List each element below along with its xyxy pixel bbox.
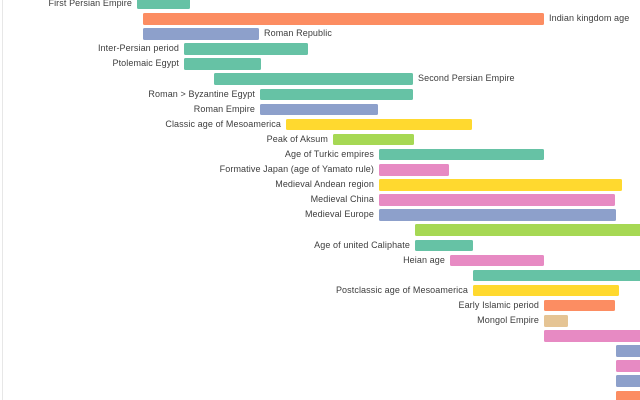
timeline-bar-label: Early Islamic period bbox=[458, 299, 539, 310]
timeline-bar[interactable] bbox=[415, 224, 640, 236]
timeline-bar-label: Second Persian Empire bbox=[418, 73, 515, 84]
timeline-bar[interactable] bbox=[286, 118, 472, 131]
timeline-bar-label: Age of Turkic empires bbox=[284, 148, 374, 159]
timeline-bar[interactable] bbox=[379, 148, 544, 161]
timeline-bar[interactable] bbox=[214, 73, 413, 85]
timeline-bar[interactable] bbox=[616, 375, 640, 387]
timeline-bar[interactable] bbox=[473, 284, 619, 297]
timeline-bar[interactable] bbox=[450, 254, 544, 267]
timeline-bar-label: Classic age of Mesoamerica bbox=[165, 118, 281, 129]
timeline-bar-label: Indian kingdom age bbox=[549, 13, 630, 23]
timeline-bar[interactable] bbox=[379, 164, 449, 176]
timeline-bar[interactable] bbox=[616, 390, 640, 400]
timeline-bar[interactable] bbox=[616, 360, 640, 372]
timeline-bar-label: Roman Republic bbox=[264, 28, 332, 39]
timeline-bar-label: Formative Japan (age of Yamato rule) bbox=[219, 164, 374, 174]
timeline-bar-label: Roman Empire bbox=[193, 103, 255, 114]
timeline-bar[interactable] bbox=[544, 299, 615, 312]
timeline-bar[interactable] bbox=[137, 0, 190, 10]
timeline-bar[interactable] bbox=[473, 269, 640, 282]
timeline-bar[interactable] bbox=[143, 13, 544, 25]
timeline-bar[interactable] bbox=[184, 43, 308, 55]
timeline-bar[interactable] bbox=[544, 315, 568, 327]
timeline-bar-label: Medieval Europe bbox=[304, 209, 374, 220]
timeline-bar-label: Medieval China bbox=[310, 194, 374, 205]
timeline-bar-label: Age of united Caliphate bbox=[314, 239, 410, 250]
timeline-bar[interactable] bbox=[544, 330, 640, 342]
timeline-bar-label: First Persian Empire bbox=[48, 0, 132, 8]
timeline-bar[interactable] bbox=[260, 88, 413, 100]
timeline-bar-label: Heian age bbox=[403, 254, 445, 265]
timeline-bar[interactable] bbox=[616, 345, 640, 357]
timeline-bar[interactable] bbox=[415, 239, 473, 251]
timeline-bar-label: Inter-Persian period bbox=[97, 43, 179, 54]
timeline-bar-label: Peak of Aksum bbox=[266, 133, 328, 144]
timeline-bar-label: Ptolemaic Egypt bbox=[112, 58, 179, 69]
timeline-bar[interactable] bbox=[333, 133, 414, 146]
timeline-bar[interactable] bbox=[143, 28, 259, 40]
timeline-bar[interactable] bbox=[379, 179, 622, 191]
timeline-bar-label: Medieval Andean region bbox=[275, 179, 374, 190]
timeline-bar-label: Postclassic age of Mesoamerica bbox=[335, 284, 468, 295]
timeline-bar[interactable] bbox=[184, 58, 261, 70]
axis-gridline bbox=[2, 0, 3, 400]
timeline-bar-label: Mongol Empire bbox=[477, 315, 539, 325]
timeline-bar[interactable] bbox=[379, 209, 616, 221]
timeline-bar-label: Roman > Byzantine Egypt bbox=[148, 88, 255, 99]
timeline-bar[interactable] bbox=[379, 194, 615, 206]
timeline-bar[interactable] bbox=[260, 103, 378, 116]
